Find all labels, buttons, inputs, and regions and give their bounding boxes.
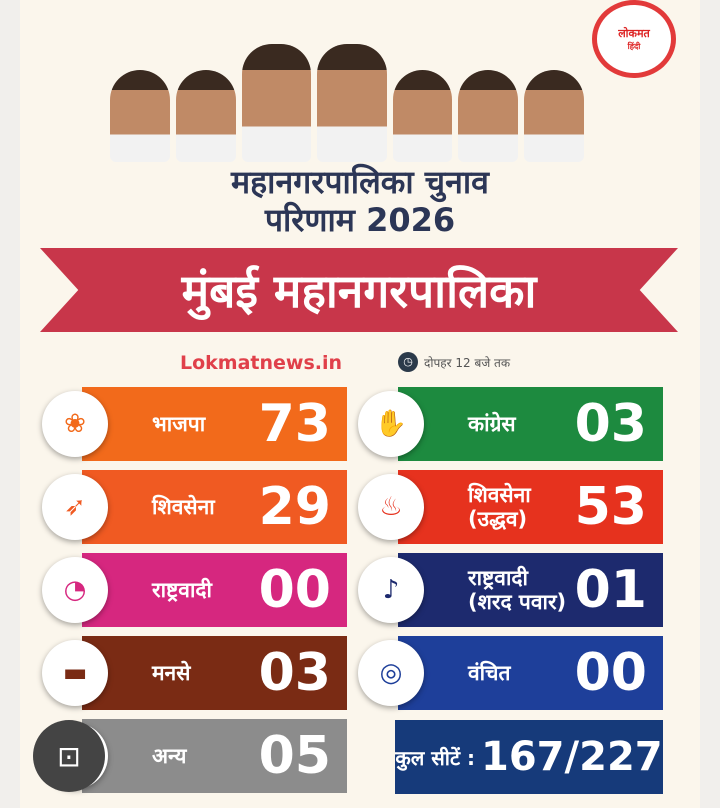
hand-icon: ✋ bbox=[358, 391, 424, 457]
lokmat-logo: लोकमत हिंदी bbox=[592, 0, 676, 78]
tutari-icon: ♪ bbox=[358, 557, 424, 623]
seat-count: 73 bbox=[258, 394, 331, 454]
party-name: शिवसेना (उद्धव) bbox=[468, 482, 531, 531]
party-row: शिवसेना 29 bbox=[82, 470, 347, 544]
party-row: मनसे 03 bbox=[82, 636, 347, 710]
leaders-photo bbox=[110, 40, 590, 162]
lens-search-button[interactable]: ⊡ bbox=[33, 720, 105, 792]
party-row: भाजपा 73 bbox=[82, 387, 347, 461]
title-line1: महानगरपालिका चुनाव bbox=[231, 163, 489, 201]
bow-arrow-icon: ➶ bbox=[42, 474, 108, 540]
party-name: राष्ट्रवादी (शरद पवार) bbox=[468, 565, 567, 614]
source-label: Lokmatnews.in bbox=[180, 352, 343, 374]
party-name: मनसे bbox=[152, 660, 191, 685]
lens-icon: ⊡ bbox=[57, 739, 81, 773]
seat-count: 05 bbox=[258, 726, 331, 786]
party-row: शिवसेना (उद्धव) 53 bbox=[398, 470, 663, 544]
party-name: भाजपा bbox=[152, 411, 206, 436]
seat-count: 53 bbox=[574, 477, 647, 537]
clock-icon: ◷ bbox=[398, 352, 418, 372]
seat-count: 00 bbox=[258, 560, 331, 620]
railway-engine-icon: ▬ bbox=[42, 640, 108, 706]
gas-cylinder-icon: ◎ bbox=[358, 640, 424, 706]
party-name: अन्य bbox=[152, 743, 187, 768]
party-row: अन्य 05 bbox=[82, 719, 347, 793]
party-name: कांग्रेस bbox=[468, 411, 516, 436]
time-label: ◷ दोपहर 12 बजे तक bbox=[398, 352, 510, 372]
party-row: कांग्रेस 03 bbox=[398, 387, 663, 461]
party-row: राष्ट्रवादी (शरद पवार) 01 bbox=[398, 553, 663, 627]
lotus-icon: ❀ bbox=[42, 391, 108, 457]
clock-icon: ◔ bbox=[42, 557, 108, 623]
torch-icon: ♨ bbox=[358, 474, 424, 540]
party-row: राष्ट्रवादी 00 bbox=[82, 553, 347, 627]
seat-count: 29 bbox=[258, 477, 331, 537]
city-banner: मुंबई महानगरपालिका bbox=[40, 248, 678, 332]
seat-count: 01 bbox=[574, 560, 647, 620]
title-line2: परिणाम 2026 bbox=[264, 201, 456, 239]
party-name: राष्ट्रवादी bbox=[152, 577, 212, 602]
seat-count: 03 bbox=[258, 643, 331, 703]
seat-count: 00 bbox=[574, 643, 647, 703]
party-name: शिवसेना bbox=[152, 494, 215, 519]
party-name: वंचित bbox=[468, 660, 511, 685]
total-seats: कुल सीटें :167/227 bbox=[395, 720, 663, 794]
seat-count: 03 bbox=[574, 394, 647, 454]
party-row: वंचित 00 bbox=[398, 636, 663, 710]
